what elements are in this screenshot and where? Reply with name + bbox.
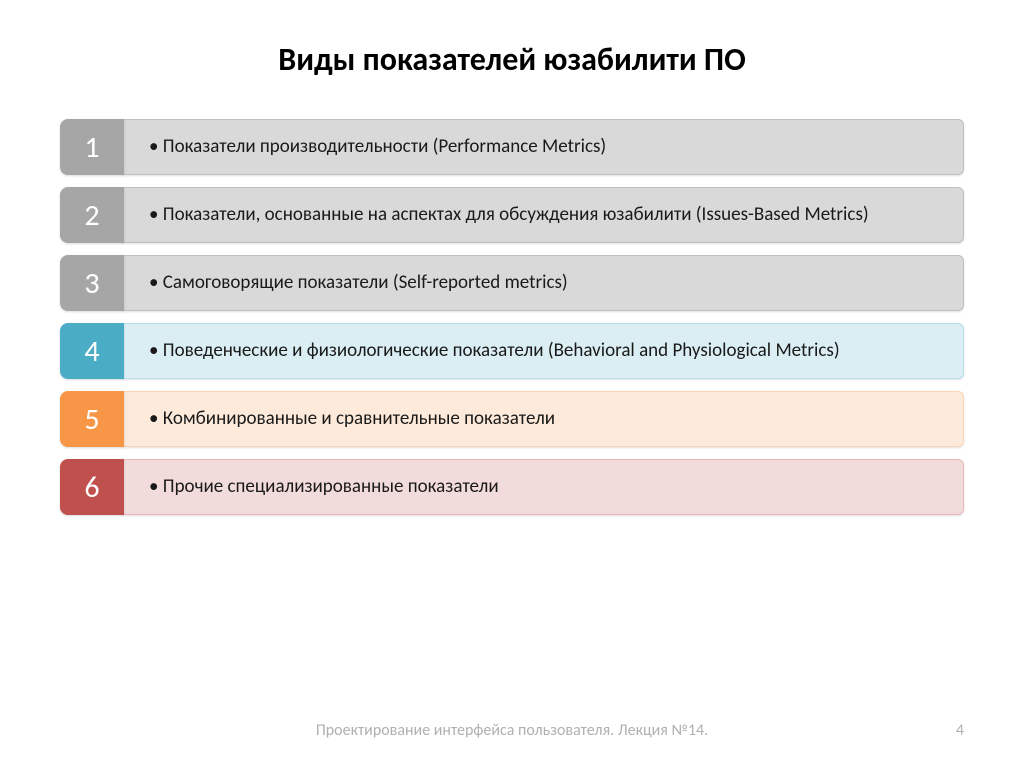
item-body: Показатели производительности (Performan… — [120, 119, 964, 175]
list-item: 3 Самоговорящие показатели (Self-reported… — [60, 255, 964, 311]
item-text: Поведенческие и физиологические показате… — [149, 339, 840, 364]
list-item: 2 Показатели, основанные на аспектах для … — [60, 187, 964, 243]
slide-title: Виды показателей юзабилити ПО — [60, 40, 964, 79]
item-number: 4 — [60, 323, 124, 379]
item-text: Прочие специализированные показатели — [149, 475, 499, 500]
list-item: 5 Комбинированные и сравнительные показат… — [60, 391, 964, 447]
item-number: 2 — [60, 187, 124, 243]
item-text: Комбинированные и сравнительные показате… — [149, 407, 555, 432]
item-body: Поведенческие и физиологические показате… — [120, 323, 964, 379]
list-item: 1 Показатели производительности (Performa… — [60, 119, 964, 175]
item-number: 5 — [60, 391, 124, 447]
item-number: 1 — [60, 119, 124, 175]
item-body: Комбинированные и сравнительные показате… — [120, 391, 964, 447]
list-item: 6 Прочие специализированные показатели — [60, 459, 964, 515]
item-number: 6 — [60, 459, 124, 515]
item-text: Показатели производительности (Performan… — [149, 135, 606, 160]
item-body: Самоговорящие показатели (Self-reported … — [120, 255, 964, 311]
page-number: 4 — [956, 721, 964, 740]
metrics-list: 1 Показатели производительности (Performa… — [60, 119, 964, 515]
item-number: 3 — [60, 255, 124, 311]
item-text: Показатели, основанные на аспектах для о… — [149, 203, 869, 228]
list-item: 4 Поведенческие и физиологические показат… — [60, 323, 964, 379]
item-text: Самоговорящие показатели (Self-reported … — [149, 271, 568, 296]
item-body: Показатели, основанные на аспектах для о… — [120, 187, 964, 243]
item-body: Прочие специализированные показатели — [120, 459, 964, 515]
slide: Виды показателей юзабилити ПО 1 Показател… — [0, 0, 1024, 768]
footer-text: Проектирование интерфейса пользователя. … — [0, 721, 1024, 740]
